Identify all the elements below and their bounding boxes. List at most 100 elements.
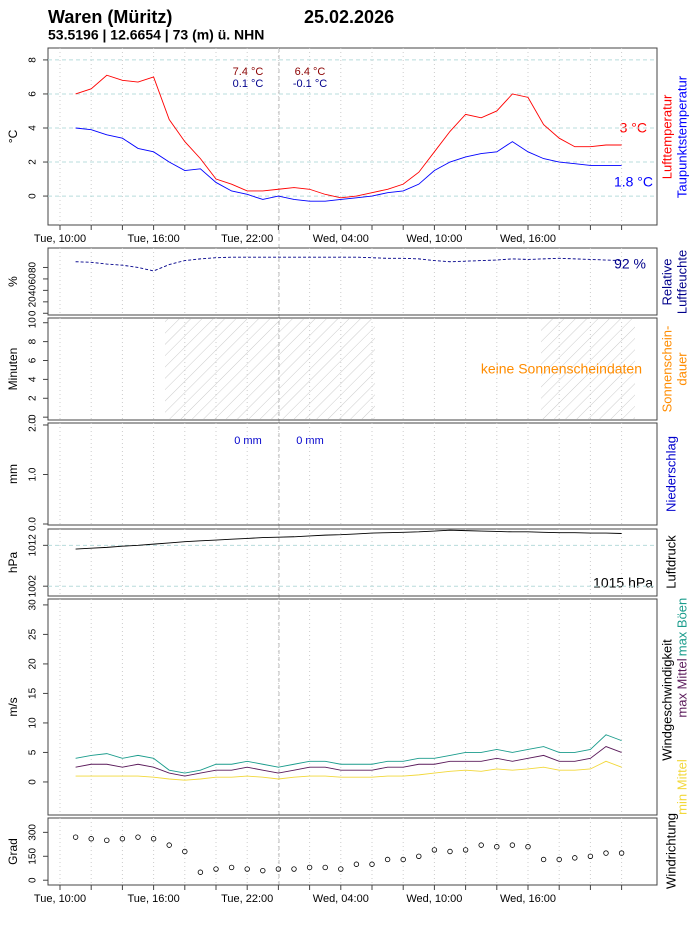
point — [416, 853, 422, 859]
y-tick-label: 6 — [28, 91, 39, 97]
point — [322, 864, 328, 871]
y-tick-label: 0 — [28, 310, 39, 316]
annotation: 1.8 °C — [614, 174, 653, 190]
point — [72, 834, 79, 840]
x-tick-label: Wed, 04:00 — [313, 893, 369, 905]
point — [556, 856, 562, 863]
point — [275, 866, 282, 872]
y-tick-label: 25 — [28, 628, 39, 640]
annotation: keine Sonnenscheindaten — [481, 361, 642, 377]
y-tick-label: 40 — [28, 284, 39, 296]
x-tick-label: Tue, 16:00 — [128, 893, 180, 905]
x-tick-label: Wed, 04:00 — [313, 233, 369, 245]
panel-frame — [47, 247, 658, 316]
annotation: -0.1 °C — [293, 78, 327, 90]
panel-frame — [47, 817, 658, 886]
point — [587, 853, 594, 859]
point — [572, 855, 578, 861]
point — [182, 848, 188, 855]
y-tick-label: 2.0 — [28, 418, 39, 432]
side-label: Sonnenschein- — [659, 326, 674, 413]
panel-frame — [47, 528, 658, 597]
point — [306, 864, 313, 871]
annotation: 0 mm — [234, 435, 262, 447]
series-line — [75, 760, 622, 781]
annotation: 3 °C — [620, 120, 647, 136]
series-line — [75, 746, 622, 777]
point — [338, 866, 344, 872]
y-axis-label: m/s — [6, 697, 20, 716]
point — [525, 844, 531, 850]
x-tick-label: Wed, 10:00 — [406, 893, 462, 905]
date: 25.02.2026 — [304, 7, 394, 27]
annotation: 92 % — [614, 256, 646, 272]
point — [384, 856, 391, 863]
y-tick-label: 1012 — [28, 534, 39, 557]
series-line — [75, 734, 622, 774]
point — [197, 869, 204, 875]
y-tick-label: 0 — [28, 414, 39, 420]
side-label: Taupunktstemperatur — [674, 75, 689, 198]
y-axis-label: % — [6, 276, 20, 287]
point — [447, 848, 453, 855]
point — [228, 864, 235, 871]
y-tick-label: 8 — [28, 338, 39, 344]
y-tick-label: 30 — [28, 599, 39, 611]
point — [244, 866, 250, 872]
legend-entry: max Mittel — [674, 658, 689, 717]
point — [603, 850, 609, 856]
point — [291, 866, 297, 872]
point — [431, 847, 438, 853]
y-tick-label: 4 — [28, 125, 39, 131]
point — [618, 850, 625, 856]
y-tick-label: 2 — [28, 395, 39, 401]
y-tick-label: 1.0 — [28, 467, 39, 481]
point — [88, 836, 94, 842]
y-tick-label: 15 — [28, 687, 39, 699]
point — [540, 856, 547, 863]
night-hatch — [541, 319, 635, 419]
night-hatch — [165, 319, 375, 419]
side-label: Luftdruck — [663, 535, 678, 589]
y-tick-label: 60 — [28, 273, 39, 285]
panel-frame — [47, 422, 658, 526]
x-tick-label: Wed, 16:00 — [500, 893, 556, 905]
point — [400, 856, 406, 863]
point — [135, 834, 141, 840]
panel-frame — [47, 598, 658, 816]
side-label: Windrichtung — [663, 813, 678, 889]
point — [369, 861, 375, 867]
y-tick-label: 20 — [28, 296, 39, 308]
point — [166, 842, 172, 848]
y-tick-label: 5 — [28, 749, 39, 755]
series-line — [75, 256, 622, 272]
x-tick-label: Wed, 10:00 — [406, 233, 462, 245]
x-tick-label: Tue, 16:00 — [128, 233, 180, 245]
y-axis-label: Minuten — [6, 348, 20, 391]
y-tick-label: 0 — [28, 779, 39, 785]
y-tick-label: 150 — [28, 848, 39, 865]
series-line — [75, 529, 622, 550]
y-tick-label: 4 — [28, 376, 39, 382]
series-line — [75, 74, 622, 199]
y-axis-label: mm — [6, 464, 20, 484]
side-label: Windgeschwindigkeit — [659, 639, 674, 761]
point — [509, 842, 516, 848]
y-tick-label: 0 — [28, 193, 39, 199]
point — [478, 842, 484, 848]
y-tick-label: 6 — [28, 357, 39, 363]
panel-frame — [47, 47, 658, 226]
annotation: 6.4 °C — [295, 66, 326, 78]
point — [260, 867, 266, 874]
side-label: Lufttemperatur — [659, 94, 674, 179]
x-tick-label: Tue, 10:00 — [34, 893, 86, 905]
y-axis-label: hPa — [6, 552, 20, 574]
subtitle: 53.5196 | 12.6654 | 73 (m) ü. NHN — [48, 27, 264, 43]
y-tick-label: 300 — [28, 824, 39, 841]
point — [213, 866, 219, 872]
side-label: dauer — [674, 352, 689, 386]
x-tick-label: Wed, 16:00 — [500, 233, 556, 245]
station-title: Waren (Müritz) — [48, 7, 172, 27]
y-tick-label: 10 — [28, 317, 39, 329]
